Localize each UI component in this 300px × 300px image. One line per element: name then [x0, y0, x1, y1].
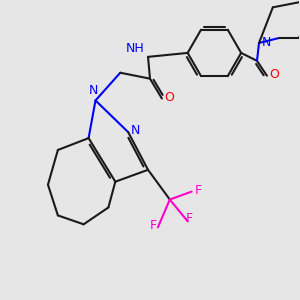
- Text: NH: NH: [126, 42, 145, 56]
- Text: F: F: [149, 219, 157, 232]
- Text: N: N: [262, 35, 272, 49]
- Text: F: F: [195, 184, 202, 197]
- Text: O: O: [269, 68, 279, 81]
- Text: N: N: [89, 84, 98, 97]
- Text: N: N: [130, 124, 140, 137]
- Text: F: F: [186, 212, 193, 225]
- Text: O: O: [164, 91, 174, 104]
